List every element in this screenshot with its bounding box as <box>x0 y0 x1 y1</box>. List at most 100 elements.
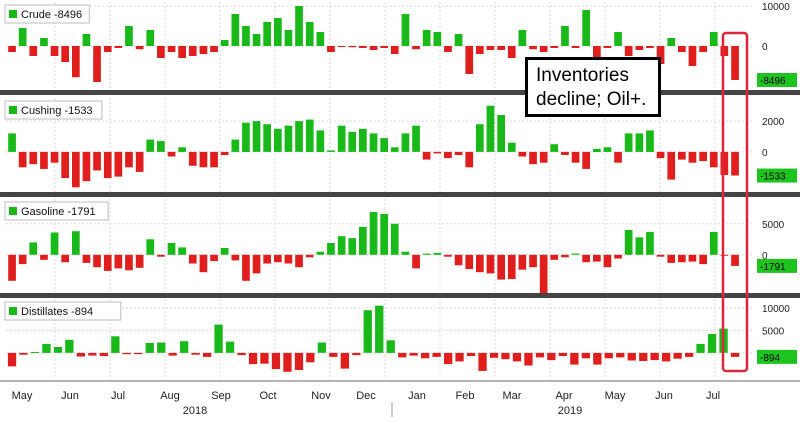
bar <box>359 128 367 152</box>
bar <box>412 46 420 50</box>
bar <box>412 254 420 269</box>
bar <box>369 212 378 255</box>
bar <box>284 30 293 46</box>
bar <box>571 46 580 48</box>
bar <box>476 46 484 54</box>
bar <box>306 352 315 363</box>
bar <box>731 151 739 176</box>
bar <box>8 254 16 281</box>
bar <box>454 151 463 155</box>
bar <box>316 130 325 152</box>
legend-swatch <box>9 207 17 215</box>
bar <box>359 46 367 48</box>
bar <box>678 254 686 263</box>
legend-swatch <box>9 10 17 18</box>
bar <box>550 46 559 48</box>
legend-label: Crude -8496 <box>21 9 82 21</box>
bar <box>82 151 91 182</box>
panel-3: 5000 0-1791 Gasoline -1791 <box>4 199 797 297</box>
bar <box>685 352 694 357</box>
bar <box>316 251 325 255</box>
bar <box>295 121 303 152</box>
bar <box>348 46 357 48</box>
bar <box>656 46 665 64</box>
bar <box>18 151 27 168</box>
bar <box>203 352 212 357</box>
bar <box>72 231 80 255</box>
bar <box>673 352 682 359</box>
bar <box>581 352 590 359</box>
bar <box>593 254 601 262</box>
x-tick-label: Jul <box>111 390 125 402</box>
bar <box>433 32 442 46</box>
last-value-label: -894 <box>760 353 780 364</box>
bar <box>114 46 123 48</box>
bar <box>103 46 112 52</box>
bar <box>220 40 229 46</box>
bar <box>561 254 569 258</box>
bar <box>593 46 601 60</box>
bar <box>225 341 235 353</box>
y-tick-label: 5000 <box>762 326 785 337</box>
bar <box>486 254 495 274</box>
legend-label: Gasoline -1791 <box>21 206 96 218</box>
bar <box>352 352 361 356</box>
y-tick-label: 0 <box>762 148 768 159</box>
bar <box>603 254 612 268</box>
bar <box>199 46 208 54</box>
x-tick-label: Mar <box>503 390 522 402</box>
bar <box>327 150 335 152</box>
bar <box>99 352 108 356</box>
bar <box>501 352 510 360</box>
bar <box>627 352 636 361</box>
bar <box>114 254 123 269</box>
bar <box>29 46 38 56</box>
bar <box>539 254 548 297</box>
x-tick-label: Sep <box>211 390 231 402</box>
y-tick-label: 2000 <box>762 117 785 128</box>
legend-swatch <box>9 307 17 315</box>
bar <box>263 254 271 264</box>
bar <box>327 243 335 255</box>
bar <box>401 251 410 255</box>
bar <box>157 254 165 257</box>
bar <box>398 352 407 358</box>
bar <box>260 352 269 364</box>
bar <box>730 352 740 357</box>
bar <box>125 254 133 271</box>
bar <box>122 352 131 355</box>
bar <box>444 254 452 257</box>
bar <box>199 151 208 168</box>
bar <box>337 125 346 152</box>
bar <box>93 46 101 82</box>
panel-1: 10000 0 -8496 Crude -8496 <box>4 2 797 90</box>
bar <box>188 254 197 264</box>
bar <box>145 343 154 353</box>
bar <box>103 151 112 179</box>
bar <box>476 124 484 152</box>
y-tick-label: 5000 <box>762 220 785 231</box>
bar <box>571 253 580 255</box>
bar <box>146 139 155 152</box>
bar <box>380 138 388 152</box>
bar <box>497 254 505 280</box>
bar <box>720 254 729 256</box>
bar <box>646 231 654 255</box>
bar <box>317 342 326 353</box>
bar <box>699 46 707 52</box>
bar <box>305 22 314 46</box>
bar <box>614 151 622 163</box>
legend-box <box>4 100 103 120</box>
bar <box>252 121 261 152</box>
bar <box>283 352 292 372</box>
bar <box>624 46 633 56</box>
bar <box>678 46 686 52</box>
panel-separator <box>0 192 800 197</box>
bar <box>432 352 441 357</box>
bar <box>656 151 665 159</box>
bar <box>305 119 314 152</box>
bar <box>348 131 357 152</box>
x-tick-label: Nov <box>311 390 331 402</box>
